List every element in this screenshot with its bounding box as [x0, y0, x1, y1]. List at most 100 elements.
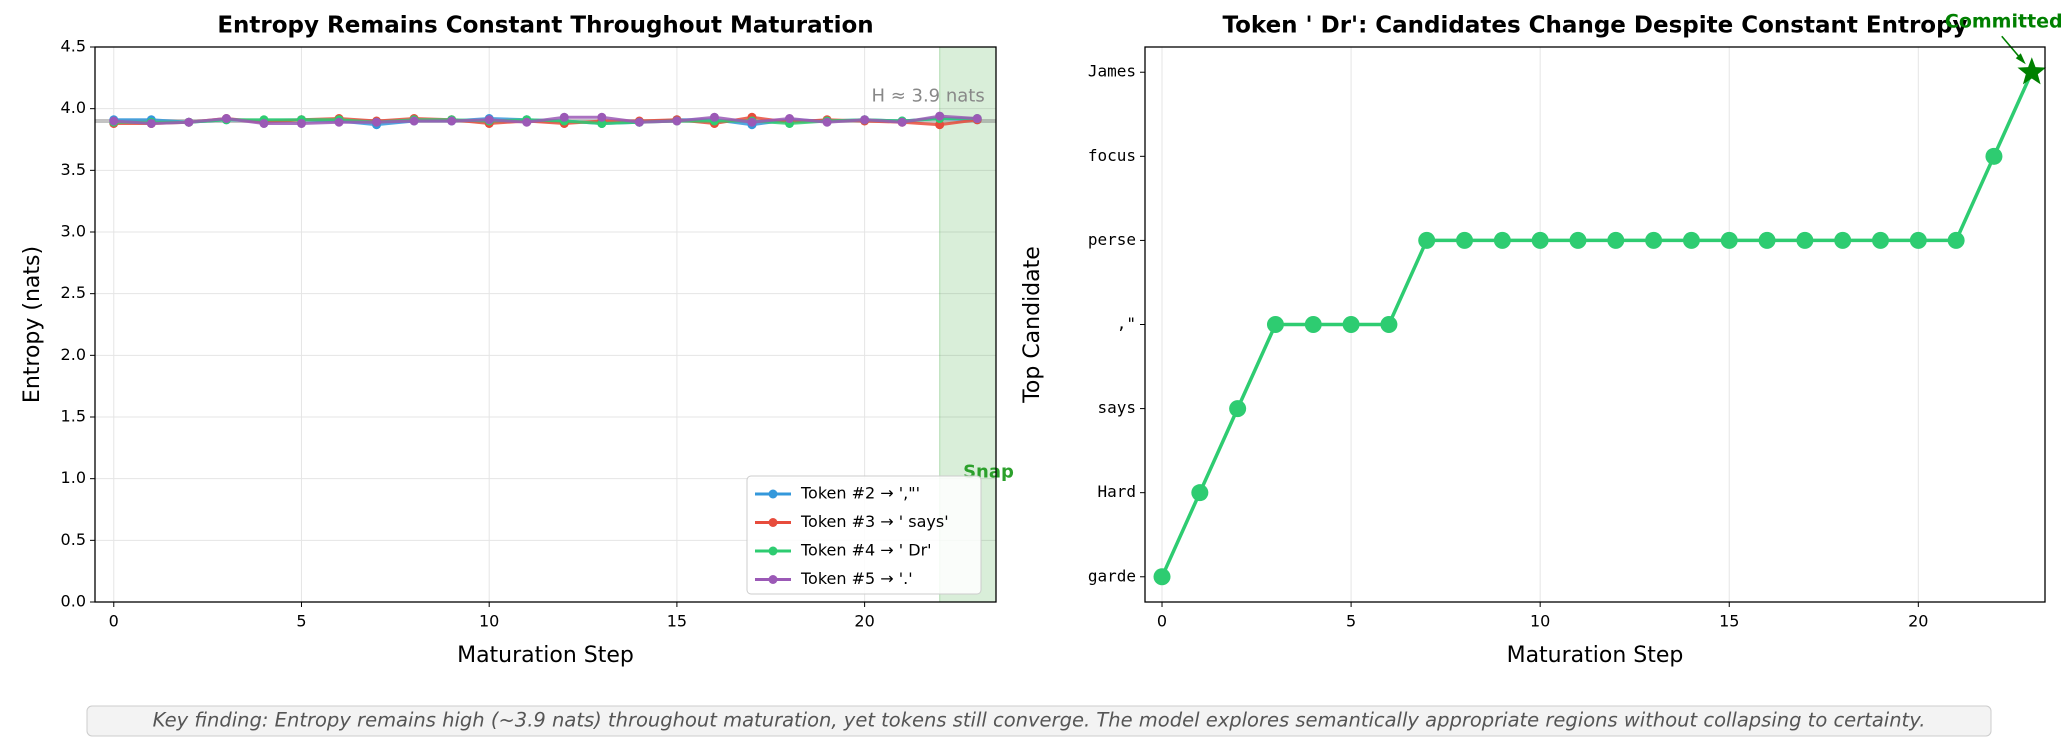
- point: [1720, 231, 1738, 249]
- point: [109, 116, 119, 126]
- point: [1834, 231, 1852, 249]
- legend-label: Token #4 → ' Dr': [800, 541, 932, 560]
- point: [1342, 316, 1360, 333]
- reference-label: H ≈ 3.9 nats: [871, 85, 984, 106]
- point: [1531, 231, 1549, 249]
- x-tick-label: 20: [1908, 612, 1928, 631]
- point: [1796, 231, 1814, 249]
- x-tick-label: 20: [854, 612, 874, 631]
- point: [597, 112, 607, 122]
- point: [709, 112, 719, 122]
- plot-frame: [94, 46, 997, 603]
- legend-marker: [768, 489, 778, 499]
- point: [522, 117, 532, 127]
- y-tick-label: 1.5: [61, 407, 86, 426]
- annotation-label: Committed: [1945, 11, 2061, 33]
- point: [1493, 231, 1511, 249]
- point: [747, 117, 757, 127]
- point: [897, 117, 907, 127]
- y-tick-label: 2.5: [61, 283, 86, 302]
- chart-title: Token ' Dr': Candidates Change Despite C…: [1222, 13, 1967, 39]
- point: [221, 114, 231, 124]
- x-tick-label: 0: [1157, 612, 1167, 631]
- point: [1645, 231, 1663, 249]
- x-tick-label: 5: [296, 612, 306, 631]
- x-tick-label: 15: [1719, 612, 1739, 631]
- y-tick-label: 4.0: [61, 98, 86, 117]
- legend-marker: [768, 518, 778, 527]
- x-axis-label: Maturation Step: [1507, 643, 1684, 668]
- y-tick-label: ,": [1117, 314, 1136, 333]
- point: [1985, 147, 2003, 165]
- y-tick-label: 3.0: [61, 222, 86, 241]
- point: [1758, 231, 1776, 249]
- point: [1569, 231, 1587, 249]
- footnote-box: [86, 705, 1992, 737]
- y-tick-label: 0.0: [61, 592, 86, 611]
- point: [1266, 316, 1284, 333]
- point: [785, 114, 795, 124]
- point: [972, 114, 982, 124]
- x-tick-label: 5: [1346, 612, 1356, 631]
- point: [409, 116, 419, 126]
- legend-marker: [768, 546, 778, 556]
- footnote: Key finding: Entropy remains high (~3.9 …: [153, 709, 1926, 732]
- point: [1682, 231, 1700, 249]
- point: [259, 118, 269, 128]
- point: [559, 112, 569, 122]
- x-tick-label: 10: [479, 612, 499, 631]
- point: [672, 116, 682, 126]
- chart-title: Entropy Remains Constant Throughout Matu…: [217, 13, 873, 39]
- legend-label: Token #2 → ',"': [800, 484, 920, 503]
- point: [1380, 316, 1398, 333]
- y-axis-label: Entropy (nats): [20, 246, 45, 403]
- x-tick-label: 15: [667, 612, 687, 631]
- y-axis-label: Top Candidate: [1020, 246, 1045, 404]
- point: [372, 117, 382, 127]
- point: [146, 118, 156, 128]
- legend-box: [746, 475, 982, 595]
- point: [822, 117, 832, 127]
- point: [1153, 568, 1171, 586]
- y-tick-label: 2.0: [61, 345, 86, 364]
- y-tick-label: garde: [1078, 566, 1136, 585]
- point: [447, 116, 457, 126]
- point: [484, 115, 494, 125]
- point: [1909, 231, 1927, 249]
- point: [1947, 231, 1965, 249]
- y-tick-label: Hard: [1088, 482, 1136, 501]
- x-tick-label: 0: [109, 612, 119, 631]
- point: [1304, 316, 1322, 333]
- point: [634, 117, 644, 127]
- point: [1418, 231, 1436, 249]
- point: [296, 118, 306, 128]
- plot-frame: [1144, 46, 2046, 603]
- x-axis-label: Maturation Step: [457, 643, 634, 668]
- x-tick-label: 10: [1530, 612, 1550, 631]
- y-tick-label: 0.5: [61, 530, 86, 549]
- y-tick-label: perse: [1078, 230, 1136, 249]
- y-tick-label: 1.0: [61, 468, 86, 487]
- point: [935, 111, 945, 121]
- point: [184, 117, 194, 127]
- point: [597, 118, 607, 128]
- point: [860, 115, 870, 125]
- legend-marker: [768, 575, 778, 584]
- y-tick-label: James: [1078, 62, 1136, 81]
- y-tick-label: says: [1088, 398, 1136, 417]
- point: [1456, 231, 1474, 249]
- point: [1872, 231, 1890, 249]
- point: [1607, 231, 1625, 249]
- annotation-arrowhead: [2015, 53, 2026, 65]
- point: [1229, 400, 1247, 418]
- point: [935, 120, 945, 130]
- series-line: [113, 114, 978, 126]
- point: [334, 117, 344, 127]
- y-tick-label: 4.5: [61, 37, 86, 56]
- y-tick-label: 3.5: [61, 160, 86, 179]
- legend-label: Token #5 → '.': [800, 569, 913, 588]
- point: [1191, 484, 1209, 502]
- committed-star: [2017, 57, 2046, 85]
- candidate-line: [1160, 71, 2034, 578]
